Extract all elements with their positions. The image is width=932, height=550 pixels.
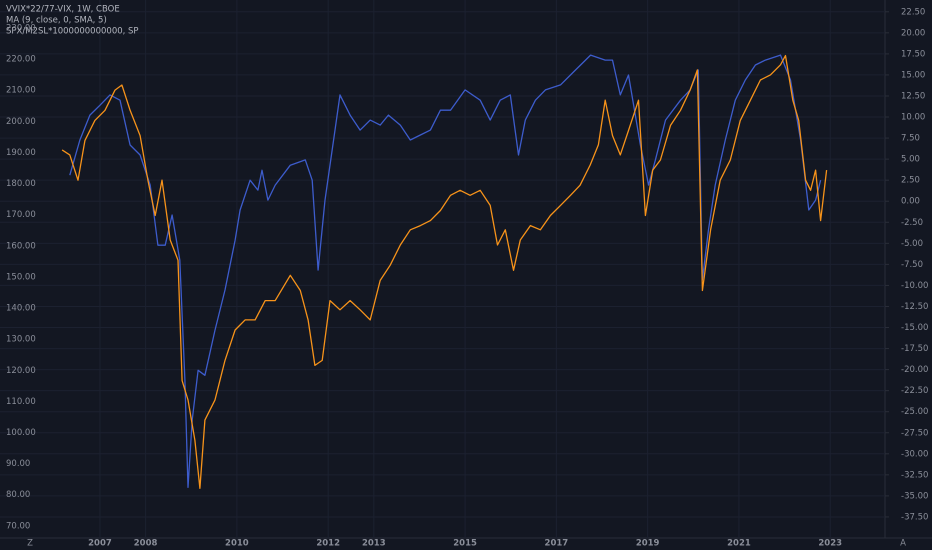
legend-line: MA (9, close, 0, SMA, 5) [6,16,107,26]
corner-label[interactable]: A [900,539,906,549]
y-tick-label: 230.00 [6,24,36,34]
x-tick-label: 2010 [225,539,249,549]
y-tick-label: 80.00 [6,490,30,500]
y-tick-label: 100.00 [6,428,36,438]
y-tick-label: 70.00 [6,521,30,531]
y-tick-label: 190.00 [6,148,36,158]
x-tick-label: 2008 [134,539,158,549]
y2-tick-label: -22.50 [901,386,928,396]
x-tick-label: 2015 [453,539,477,549]
y2-tick-label: 20.00 [901,28,925,38]
plot [61,54,828,489]
y-tick-label: 180.00 [6,179,36,189]
y-tick-label: 90.00 [6,459,30,469]
y2-tick-label: 12.50 [901,91,925,101]
y-tick-label: 110.00 [6,397,36,407]
x-tick-label: 2007 [88,539,112,549]
x-tick-label: 2021 [727,539,751,549]
x-tick-label: 2012 [316,539,340,549]
y2-tick-label: 15.00 [901,70,925,80]
grid [0,0,885,538]
y2-tick-label: -32.50 [901,470,928,480]
y-tick-label: 140.00 [6,304,36,314]
x-tick-label: 2013 [362,539,386,549]
y2-tick-label: -15.00 [901,323,928,333]
legend-line: SPX/M2SL*1000000000000, SP [6,27,139,37]
y2-tick-label: -35.00 [901,491,928,501]
y-tick-label: 150.00 [6,272,36,282]
x-tick-label: 2017 [545,539,569,549]
y2-tick-label: 2.50 [901,176,920,186]
y-tick-label: 220.00 [6,55,36,65]
y2-tick-label: -37.50 [901,512,928,522]
y2-tick-label: -17.50 [901,344,928,354]
y-tick-label: 210.00 [6,86,36,96]
y-tick-label: 200.00 [6,117,36,127]
series-line [61,54,828,489]
y2-tick-label: 22.50 [901,7,925,17]
x-tick-label: 2023 [818,539,842,549]
y2-tick-label: 0.00 [901,197,920,207]
y2-tick-label: 10.00 [901,113,925,123]
y2-tick-label: 7.50 [901,134,920,144]
y2-tick-label: 17.50 [901,49,925,59]
y-tick-label: 120.00 [6,366,36,376]
y2-tick-label: -10.00 [901,281,928,291]
y-tick-label: 170.00 [6,210,36,220]
y2-tick-label: -27.50 [901,428,928,438]
legend-line: VVIX*22/77-VIX, 1W, CBOE [6,5,120,15]
y2-tick-label: 5.00 [901,155,920,165]
corner-label[interactable]: Z [27,539,33,549]
y2-tick-label: -20.00 [901,365,928,375]
y2-tick-label: -30.00 [901,449,928,459]
y2-tick-label: -5.00 [901,239,923,249]
y2-tick-label: -2.50 [901,218,923,228]
y-tick-label: 160.00 [6,241,36,251]
y2-tick-label: -25.00 [901,407,928,417]
y-tick-label: 130.00 [6,335,36,345]
x-tick-label: 2019 [636,539,660,549]
y2-tick-label: -12.50 [901,302,928,312]
y2-tick-label: -7.50 [901,260,923,270]
